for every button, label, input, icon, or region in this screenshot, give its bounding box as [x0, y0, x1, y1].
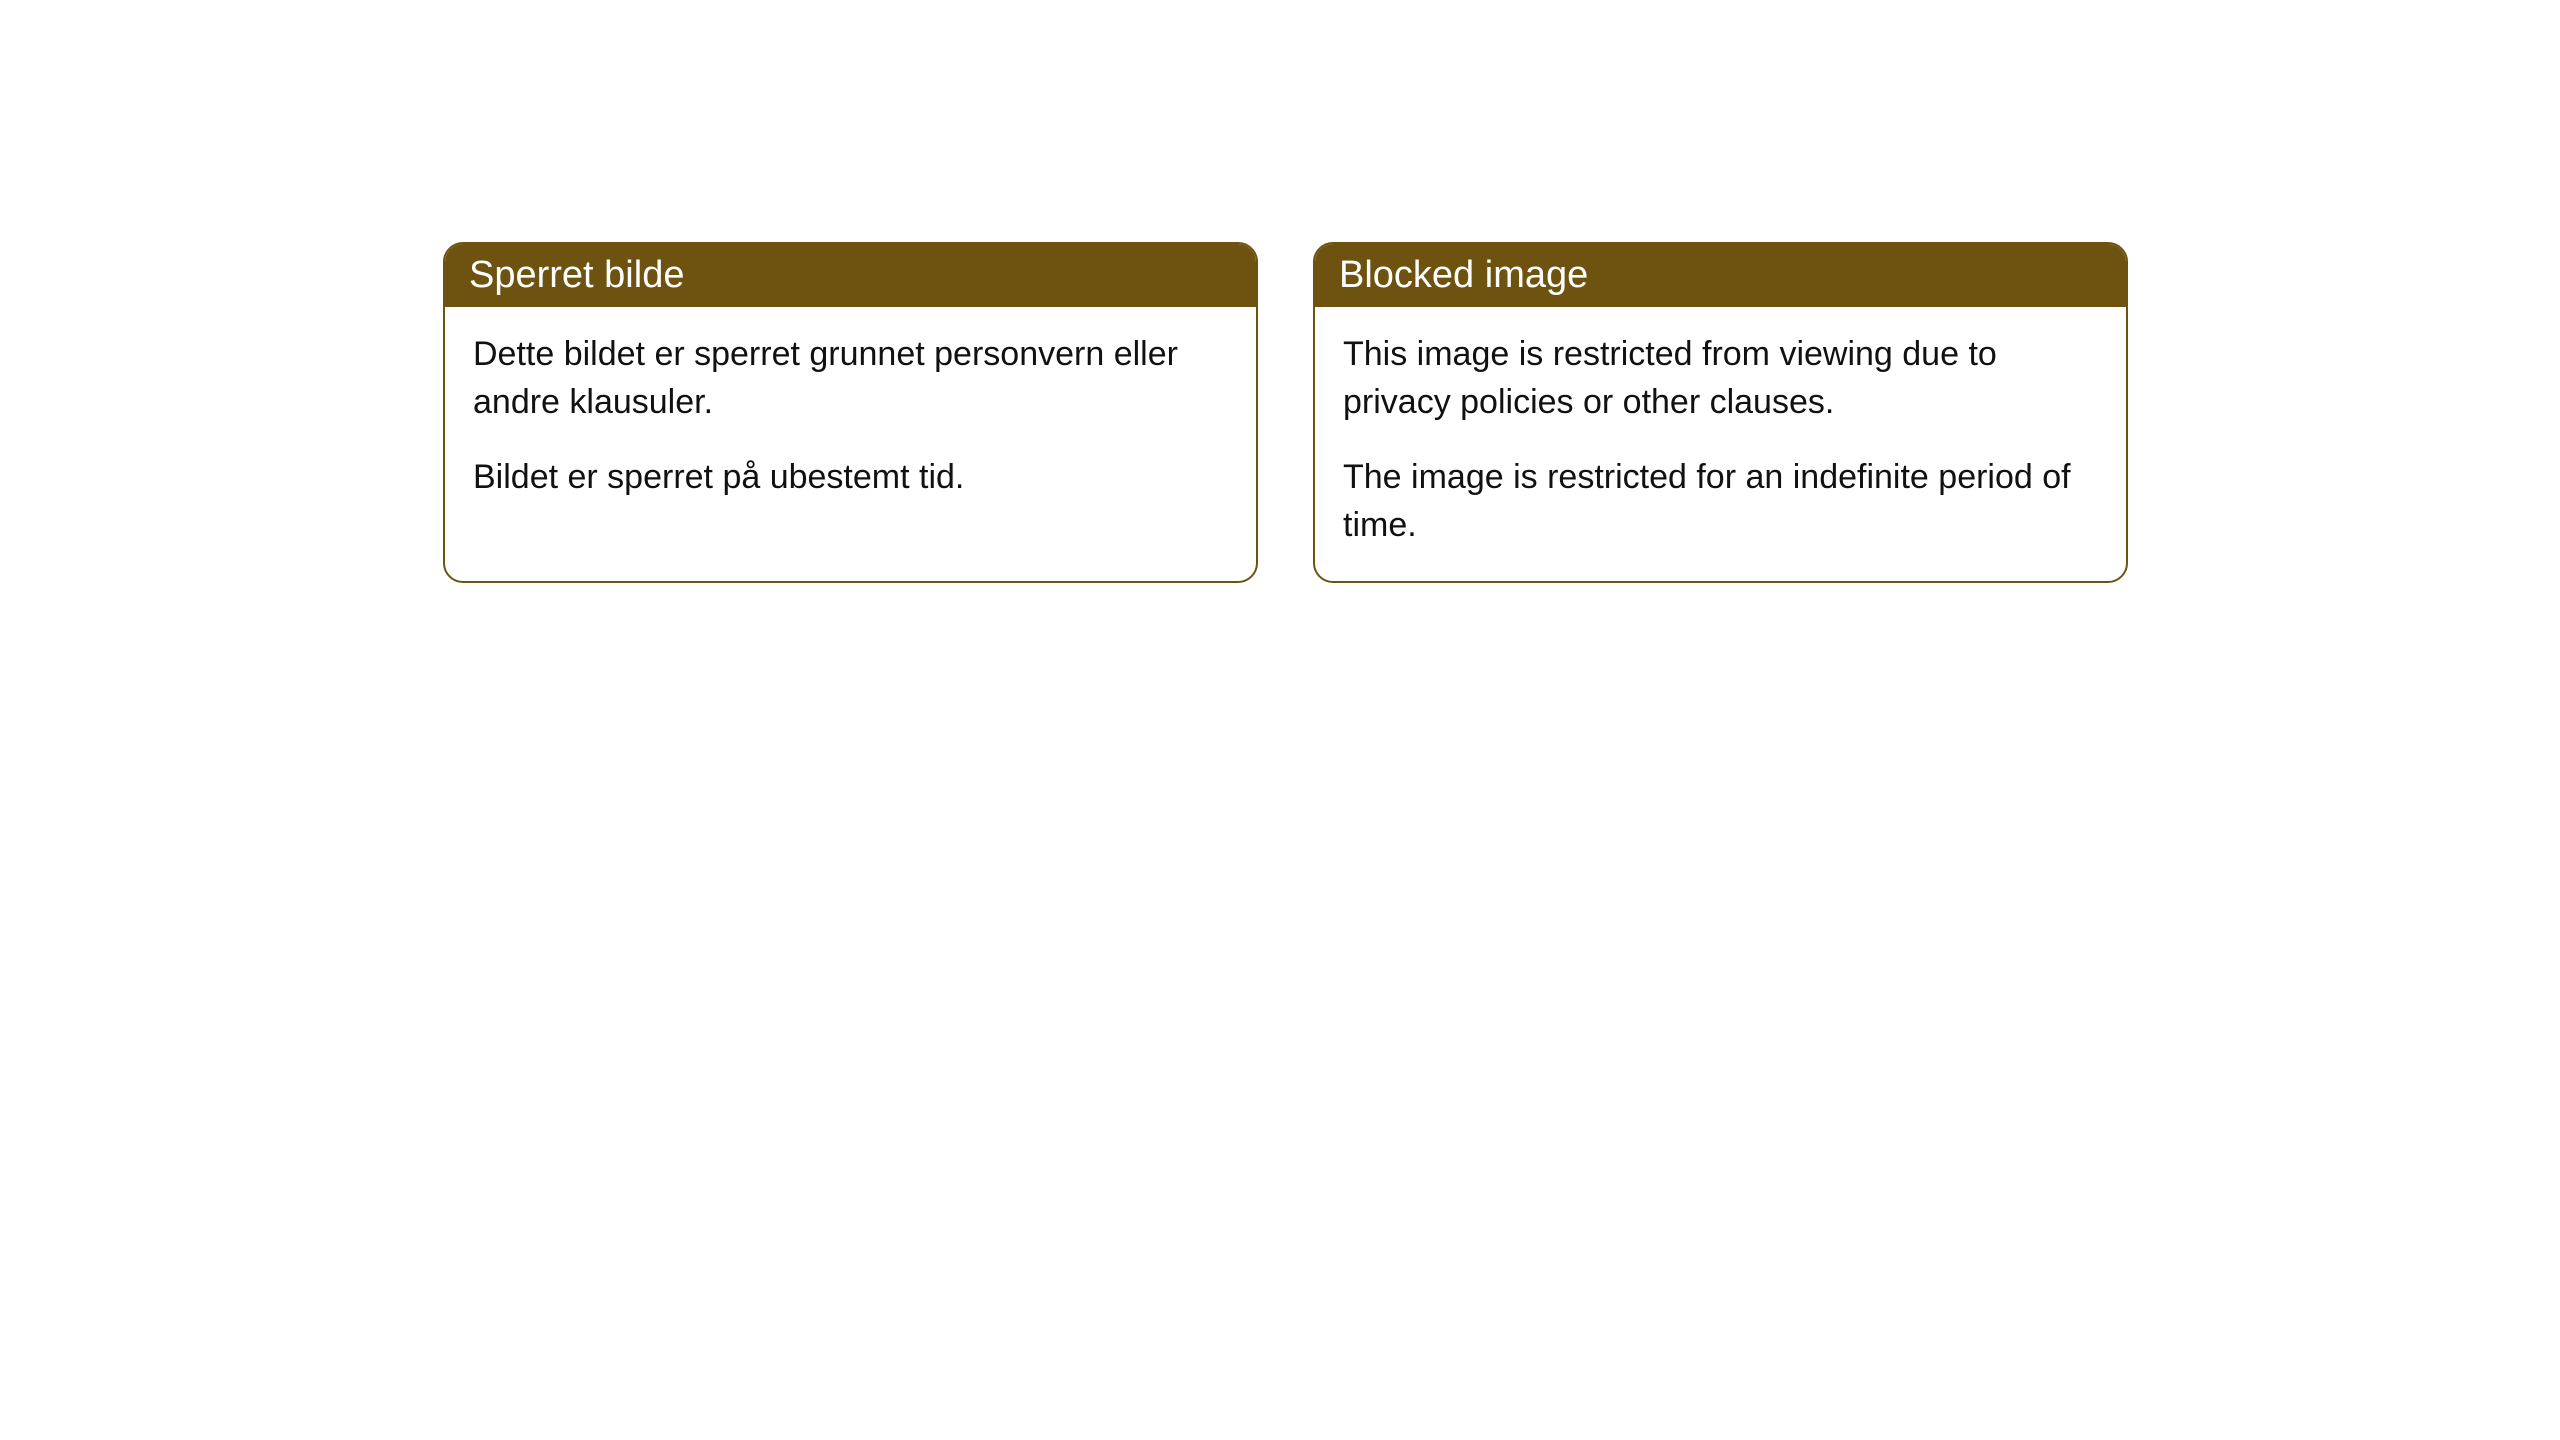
- card-header: Blocked image: [1315, 244, 2126, 307]
- blocked-image-card-norwegian: Sperret bilde Dette bildet er sperret gr…: [443, 242, 1258, 583]
- card-body: This image is restricted from viewing du…: [1315, 307, 2126, 581]
- card-paragraph-2: The image is restricted for an indefinit…: [1343, 454, 2098, 549]
- card-title: Blocked image: [1339, 254, 1588, 296]
- card-title: Sperret bilde: [469, 254, 684, 296]
- notice-cards-container: Sperret bilde Dette bildet er sperret gr…: [443, 242, 2128, 583]
- card-paragraph-1: This image is restricted from viewing du…: [1343, 331, 2098, 426]
- card-header: Sperret bilde: [445, 244, 1256, 307]
- card-body: Dette bildet er sperret grunnet personve…: [445, 307, 1256, 534]
- card-paragraph-1: Dette bildet er sperret grunnet personve…: [473, 331, 1228, 426]
- card-paragraph-2: Bildet er sperret på ubestemt tid.: [473, 454, 1228, 502]
- blocked-image-card-english: Blocked image This image is restricted f…: [1313, 242, 2128, 583]
